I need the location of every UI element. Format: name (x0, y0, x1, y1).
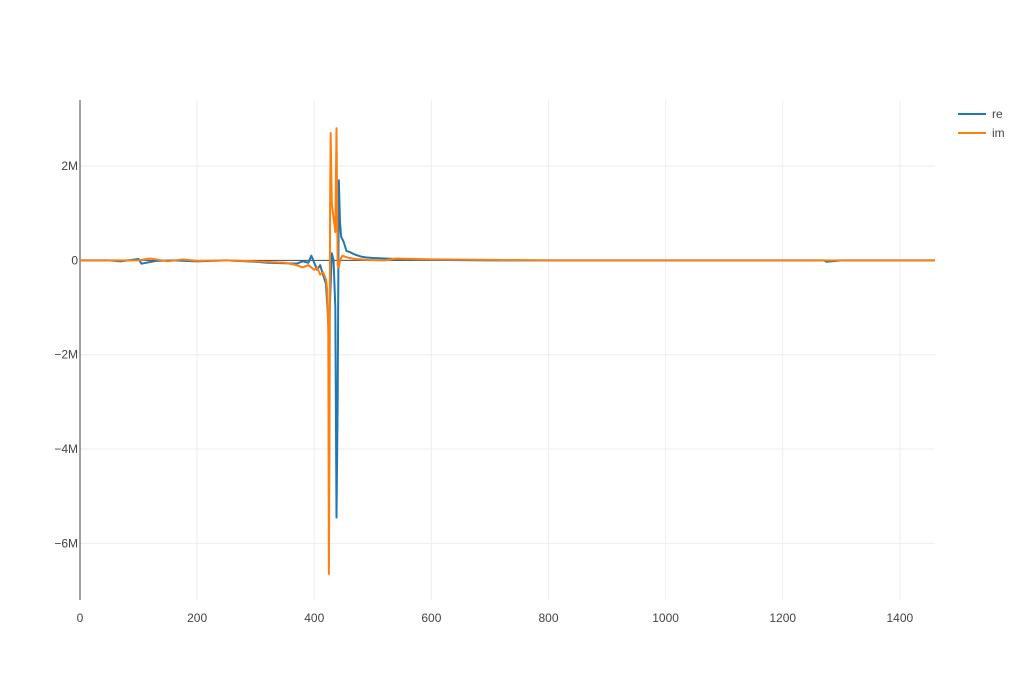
grid-layer (80, 100, 935, 600)
series-layer (80, 127, 935, 576)
legend-label: re (992, 107, 1003, 121)
x-tick-label: 400 (304, 611, 324, 625)
axis-layer (79, 100, 935, 600)
y-tick-label: −6M (54, 536, 78, 550)
tick-layer: 0 200 400 600 800 1000 1200 1400 −6M −4M −2M 0 2M (54, 159, 913, 625)
series-line-im (80, 127, 935, 576)
x-tick-label: 200 (187, 611, 207, 625)
legend-item-im[interactable]: im (958, 126, 1005, 140)
x-tick-label: 0 (77, 611, 84, 625)
x-tick-label: 800 (538, 611, 558, 625)
legend-label: im (992, 126, 1005, 140)
y-tick-label: 0 (71, 253, 78, 267)
y-tick-label: −4M (54, 442, 78, 456)
y-tick-label: 2M (61, 159, 78, 173)
x-tick-label: 1000 (652, 611, 679, 625)
legend-layer[interactable]: re im (958, 107, 1005, 140)
legend-item-re[interactable]: re (958, 107, 1003, 121)
series-line-re (80, 179, 935, 519)
x-tick-label: 1200 (769, 611, 796, 625)
y-tick-label: −2M (54, 348, 78, 362)
x-tick-label: 600 (421, 611, 441, 625)
x-tick-label: 1400 (887, 611, 914, 625)
